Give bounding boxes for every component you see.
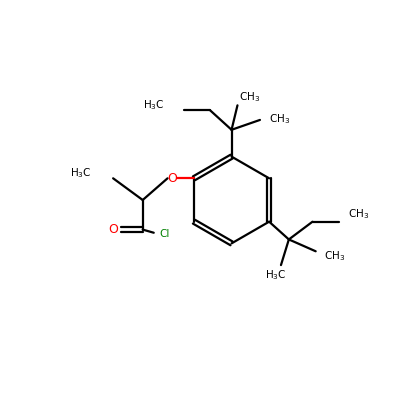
Text: H$_3$C: H$_3$C xyxy=(143,98,164,112)
Text: O: O xyxy=(108,223,118,236)
Text: CH$_3$: CH$_3$ xyxy=(348,208,369,222)
Text: CH$_3$: CH$_3$ xyxy=(240,90,261,104)
Text: CH$_3$: CH$_3$ xyxy=(324,249,346,263)
Text: H$_3$C: H$_3$C xyxy=(70,167,92,180)
Text: H$_3$C: H$_3$C xyxy=(266,268,287,282)
Text: CH$_3$: CH$_3$ xyxy=(269,112,290,126)
Text: Cl: Cl xyxy=(159,229,170,239)
Text: O: O xyxy=(167,172,177,185)
